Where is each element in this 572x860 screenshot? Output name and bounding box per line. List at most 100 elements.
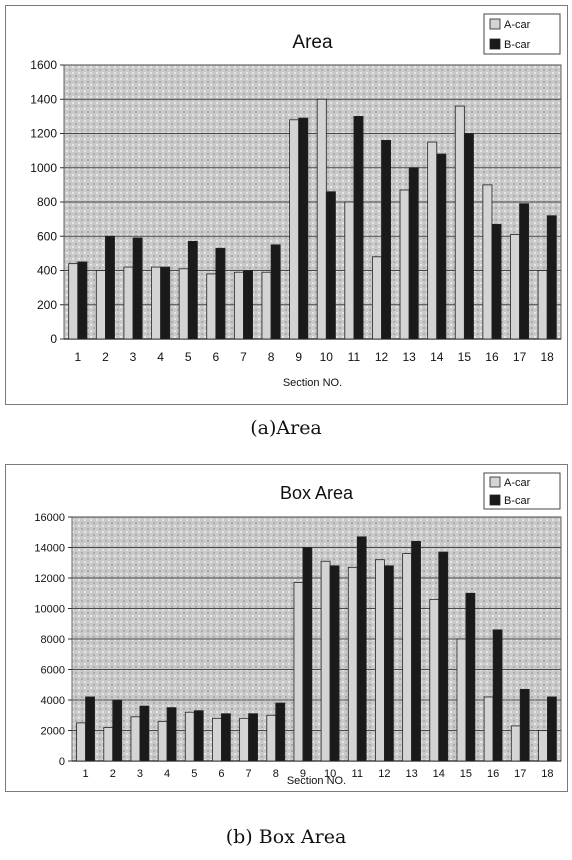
x-tick-label: 13 bbox=[405, 768, 417, 780]
bar-a-car-section-2 bbox=[103, 727, 114, 762]
x-tick-label: 14 bbox=[430, 350, 444, 364]
y-tick-label: 800 bbox=[37, 195, 57, 209]
y-tick-label: 2000 bbox=[41, 726, 65, 738]
bar-b-car-section-10 bbox=[325, 191, 336, 340]
bar-b-car-section-18 bbox=[547, 696, 557, 762]
x-tick-label: 6 bbox=[218, 768, 224, 780]
bar-a-car-section-9 bbox=[289, 119, 300, 340]
x-tick-label: 17 bbox=[514, 768, 526, 780]
bar-a-car-section-5 bbox=[184, 711, 195, 762]
legend-swatch-b-car bbox=[489, 494, 501, 506]
bar-a-car-section-14 bbox=[429, 598, 440, 762]
bar-b-car-section-13 bbox=[408, 167, 419, 340]
x-tick-label: 5 bbox=[191, 768, 197, 780]
y-tick-label: 1200 bbox=[30, 127, 57, 141]
y-tick-label: 1400 bbox=[30, 92, 57, 106]
bar-b-car-section-9 bbox=[298, 117, 309, 340]
legend-label-b-car: B-car bbox=[504, 495, 531, 507]
bar-b-car-section-4 bbox=[166, 707, 177, 762]
x-tick-label: 16 bbox=[485, 350, 499, 364]
bar-a-car-section-4 bbox=[157, 720, 168, 762]
bar-b-car-section-8 bbox=[270, 244, 281, 340]
legend: A-car B-car bbox=[483, 13, 561, 55]
bar-a-car-section-3 bbox=[123, 266, 134, 340]
bar-b-car-section-16 bbox=[491, 223, 502, 340]
box-area-chart-caption: (b) Box Area bbox=[225, 826, 347, 848]
bar-b-car-section-14 bbox=[436, 153, 447, 340]
x-tick-label: 10 bbox=[324, 768, 336, 780]
x-tick-label: 12 bbox=[375, 350, 389, 364]
bar-b-car-section-12 bbox=[381, 139, 392, 340]
y-tick-label: 6000 bbox=[41, 665, 65, 677]
bar-b-car-section-3 bbox=[139, 705, 150, 762]
bar-a-car-section-15 bbox=[454, 105, 465, 340]
bar-b-car-section-2 bbox=[105, 235, 115, 340]
bar-a-car-section-1 bbox=[76, 722, 86, 762]
bar-a-car-section-15 bbox=[456, 638, 467, 762]
bar-b-car-section-7 bbox=[243, 270, 253, 340]
x-tick-label: 1 bbox=[83, 768, 89, 780]
y-tick-label: 10000 bbox=[34, 604, 65, 616]
bar-a-car-section-17 bbox=[510, 234, 520, 340]
bar-b-car-section-8 bbox=[275, 702, 286, 762]
bar-a-car-section-13 bbox=[399, 189, 410, 340]
area-chart-panel: 0 200 400 600 800 1000 1200 1400 1600 1 2 3 4 5 6 7 8 9 10… bbox=[5, 5, 568, 405]
bar-a-car-section-7 bbox=[239, 717, 249, 762]
bar-b-car-section-6 bbox=[215, 247, 226, 340]
bar-b-car-section-17 bbox=[519, 688, 530, 762]
bar-b-car-section-2 bbox=[112, 699, 123, 762]
bar-b-car-section-6 bbox=[221, 713, 231, 762]
bar-b-car-section-9 bbox=[302, 547, 313, 762]
chart-title: Box Area bbox=[280, 483, 354, 503]
bar-a-car-section-6 bbox=[212, 717, 222, 762]
bar-a-car-section-8 bbox=[261, 271, 272, 340]
bar-a-car-section-18 bbox=[538, 730, 548, 762]
x-tick-label: 8 bbox=[273, 768, 279, 780]
y-tick-label: 600 bbox=[37, 229, 57, 243]
x-axis-label: Section NO. bbox=[283, 377, 342, 389]
x-tick-label: 8 bbox=[268, 350, 275, 364]
y-tick-label: 400 bbox=[37, 264, 57, 278]
bar-b-car-section-1 bbox=[77, 261, 88, 340]
x-tick-label: 2 bbox=[102, 350, 109, 364]
bar-a-car-section-12 bbox=[372, 256, 382, 340]
bar-b-car-section-15 bbox=[465, 592, 476, 762]
x-tick-label: 5 bbox=[185, 350, 192, 364]
bar-a-car-section-7 bbox=[233, 271, 244, 340]
x-tick-label: 18 bbox=[541, 768, 553, 780]
bar-a-car-section-14 bbox=[427, 141, 438, 340]
x-tick-label: 16 bbox=[487, 768, 499, 780]
x-tick-label: 10 bbox=[320, 350, 334, 364]
chart-title: Area bbox=[292, 32, 333, 53]
bar-a-car-section-4 bbox=[151, 266, 162, 340]
x-tick-label: 3 bbox=[130, 350, 137, 364]
bar-a-car-section-9 bbox=[293, 582, 304, 762]
bar-b-car-section-10 bbox=[329, 565, 340, 762]
bar-a-car-section-16 bbox=[482, 184, 493, 340]
bar-a-car-section-12 bbox=[375, 559, 385, 762]
bar-b-car-section-3 bbox=[132, 237, 143, 340]
bar-a-car-section-16 bbox=[483, 696, 494, 762]
x-tick-label: 2 bbox=[110, 768, 116, 780]
x-tick-label: 7 bbox=[246, 768, 252, 780]
x-axis-label: Section NO. bbox=[287, 775, 346, 787]
bar-b-car-section-14 bbox=[438, 551, 449, 762]
bar-b-car-section-5 bbox=[193, 710, 204, 762]
bar-a-car-section-11 bbox=[344, 201, 355, 340]
x-tick-label: 15 bbox=[458, 350, 472, 364]
x-tick-label: 9 bbox=[295, 350, 302, 364]
x-tick-label: 13 bbox=[402, 350, 416, 364]
x-tick-label: 17 bbox=[513, 350, 527, 364]
y-tick-label: 16000 bbox=[34, 512, 65, 524]
legend-label-a-car: A-car bbox=[504, 19, 531, 31]
bar-b-car-section-5 bbox=[187, 240, 198, 340]
bar-a-car-section-17 bbox=[510, 725, 521, 762]
x-tick-label: 6 bbox=[213, 350, 220, 364]
x-tick-label: 12 bbox=[378, 768, 390, 780]
box-area-chart-panel: 0 2000 4000 6000 8000 10000 12000 14000 16000 1 2 3… bbox=[5, 464, 568, 792]
y-tick-label: 12000 bbox=[34, 573, 65, 585]
bar-a-car-section-10 bbox=[320, 560, 331, 762]
bar-b-car-section-12 bbox=[384, 565, 394, 762]
